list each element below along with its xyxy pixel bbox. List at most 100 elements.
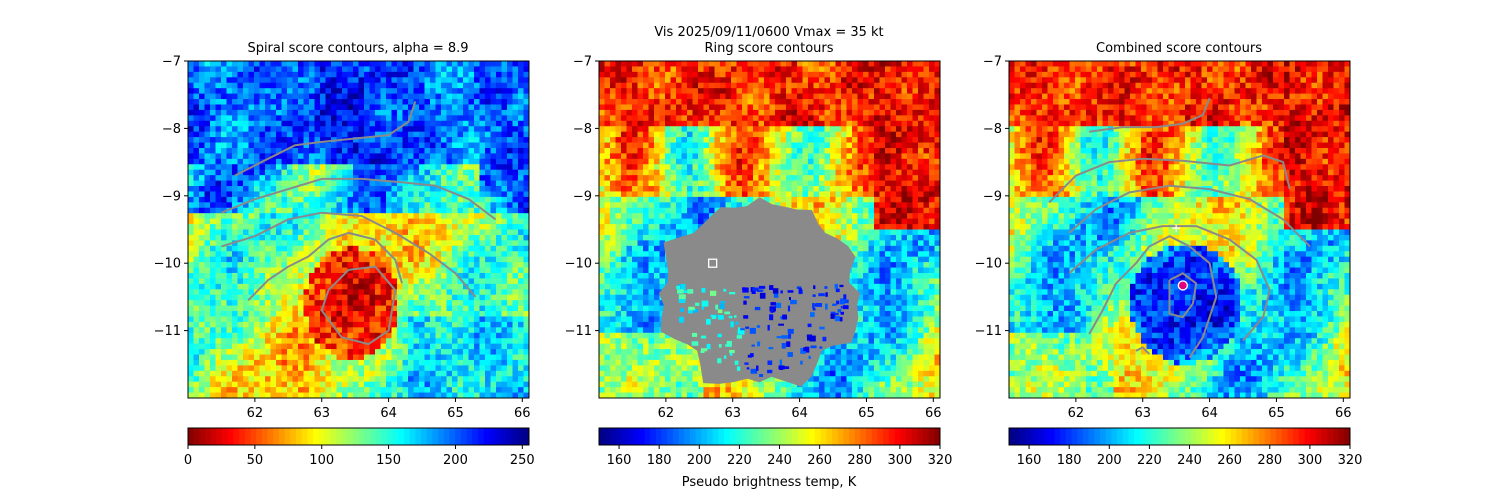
heatmap-cell xyxy=(281,158,288,165)
heatmap-cell xyxy=(215,169,222,176)
heatmap-cell xyxy=(621,120,627,127)
heatmap-cell xyxy=(193,71,200,78)
heatmap-cell xyxy=(452,207,458,214)
heatmap-cell xyxy=(648,61,655,67)
heatmap-cell xyxy=(599,61,605,67)
heatmap-cell xyxy=(479,294,486,301)
heatmap-cell xyxy=(270,245,277,252)
heatmap-cell xyxy=(215,186,222,192)
heatmap-cell xyxy=(331,147,337,154)
heatmap-cell xyxy=(193,283,200,290)
heatmap-cell xyxy=(780,142,787,149)
heatmap-cell xyxy=(912,115,919,122)
heatmap-cell xyxy=(199,218,205,225)
heatmap-cell xyxy=(369,387,376,393)
heatmap-cell xyxy=(232,359,238,366)
heatmap-cell xyxy=(402,137,409,143)
heatmap-cell xyxy=(353,283,359,290)
heatmap-cell xyxy=(901,137,908,143)
heatmap-cell xyxy=(463,218,469,225)
heatmap-cell xyxy=(248,251,255,258)
heatmap-cell xyxy=(292,359,299,366)
heatmap-cell xyxy=(325,120,332,127)
heatmap-cell xyxy=(408,164,414,171)
heatmap-cell xyxy=(375,272,381,279)
heatmap-cell xyxy=(254,142,260,149)
heatmap-cell xyxy=(512,186,519,192)
heatmap-cell xyxy=(819,71,825,78)
heatmap-cell xyxy=(468,267,475,274)
heatmap-cell xyxy=(457,180,464,187)
heatmap-cell xyxy=(265,180,271,187)
heatmap-cell xyxy=(199,283,205,290)
heatmap-cell xyxy=(237,175,244,181)
heatmap-cell xyxy=(243,66,249,73)
heatmap-cell xyxy=(857,93,864,100)
heatmap-cell xyxy=(441,381,447,388)
heatmap-cell xyxy=(457,191,464,198)
heatmap-cell xyxy=(681,99,688,105)
heatmap-cell xyxy=(791,137,798,143)
heatmap-cell xyxy=(659,99,666,105)
heatmap-cell xyxy=(413,321,420,328)
heatmap-cell xyxy=(270,343,277,350)
heatmap-cell xyxy=(309,104,315,111)
heatmap-cell xyxy=(923,93,930,100)
heatmap-cell xyxy=(397,186,403,192)
heatmap-cell xyxy=(320,229,326,236)
heatmap-cell xyxy=(441,137,447,143)
heatmap-cell xyxy=(430,66,436,73)
heatmap-cell xyxy=(901,126,908,133)
heatmap-cell xyxy=(369,305,376,312)
heatmap-cell xyxy=(386,311,392,317)
heatmap-cell xyxy=(791,109,798,116)
heatmap-cell xyxy=(687,109,693,116)
heatmap-cell xyxy=(309,300,315,306)
heatmap-cell xyxy=(824,93,831,100)
heatmap-cell xyxy=(380,381,387,388)
heatmap-cell xyxy=(292,109,299,116)
heatmap-cell xyxy=(215,343,222,350)
heatmap-cell xyxy=(237,387,244,393)
heatmap-cell xyxy=(199,272,205,279)
heatmap-cell xyxy=(896,104,902,111)
heatmap-cell xyxy=(215,224,222,230)
heatmap-cell xyxy=(852,99,858,105)
heatmap-cell xyxy=(890,109,897,116)
heatmap-cell xyxy=(391,164,398,171)
heatmap-cell xyxy=(397,77,403,84)
heatmap-cell xyxy=(413,343,420,350)
heatmap-cell xyxy=(780,131,787,138)
heatmap-cell xyxy=(670,131,677,138)
heatmap-cell xyxy=(457,77,464,84)
heatmap-cell xyxy=(452,300,458,306)
colorbar-segment xyxy=(460,428,467,445)
heatmap-cell xyxy=(358,88,365,95)
heatmap-cell xyxy=(501,186,508,192)
heatmap-cell xyxy=(813,120,820,127)
heatmap-cell xyxy=(375,338,381,345)
heatmap-cell xyxy=(380,365,387,372)
heatmap-cell xyxy=(259,370,266,377)
heatmap-cell xyxy=(320,343,326,350)
heatmap-cell xyxy=(687,77,693,84)
heatmap-cell xyxy=(265,207,271,214)
heatmap-cell xyxy=(507,338,513,345)
colorbar-segment xyxy=(449,428,456,445)
heatmap-cell xyxy=(512,278,519,285)
heatmap-cell xyxy=(813,115,820,122)
heatmap-cell xyxy=(391,365,398,372)
heatmap-cell xyxy=(659,126,666,133)
heatmap-cell xyxy=(221,321,227,328)
heatmap-cell xyxy=(342,115,348,122)
heatmap-cell xyxy=(775,137,781,143)
heatmap-cell xyxy=(188,169,194,176)
heatmap-cell xyxy=(314,61,321,67)
heatmap-cell xyxy=(391,66,398,73)
heatmap-cell xyxy=(485,365,491,372)
heatmap-cell xyxy=(665,71,671,78)
heatmap-cell xyxy=(457,332,464,339)
heatmap-cell xyxy=(325,207,332,214)
heatmap-cell xyxy=(665,104,671,111)
heatmap-cell xyxy=(347,262,354,268)
